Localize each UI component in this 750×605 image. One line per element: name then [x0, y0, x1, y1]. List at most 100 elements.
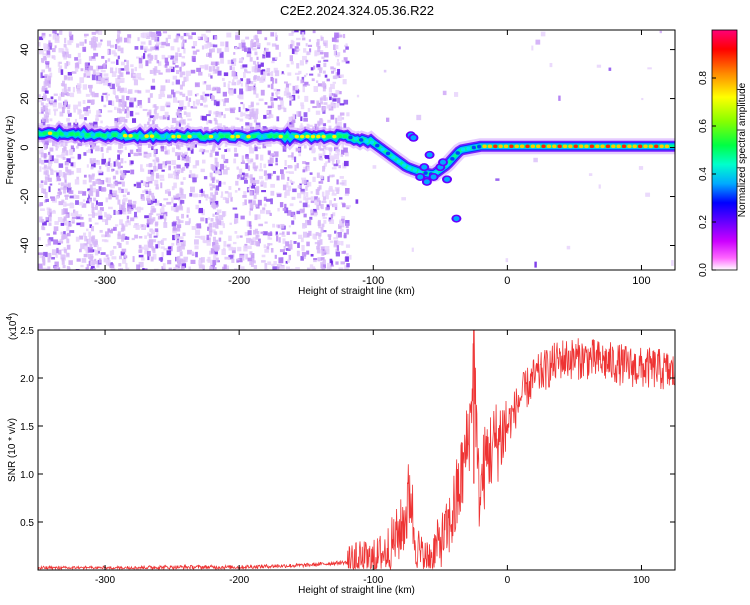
- noise-band-speck: [149, 69, 153, 74]
- noise-speck: [232, 66, 235, 72]
- noise-speck: [122, 199, 126, 206]
- noise-speck: [235, 35, 240, 40]
- noise-band-speck: [255, 191, 259, 195]
- noise-band-speck: [118, 68, 122, 74]
- noise-speck: [133, 152, 139, 157]
- noise-speck: [115, 224, 119, 227]
- noise-speck: [57, 241, 61, 245]
- noise-speck: [270, 83, 274, 90]
- noise-speck: [201, 209, 205, 216]
- noise-speck: [104, 60, 108, 64]
- noise-speck: [272, 223, 275, 228]
- noise-speck: [340, 117, 345, 120]
- noise-speck: [49, 118, 53, 122]
- noise-speck: [135, 105, 138, 108]
- noise-speck: [213, 256, 217, 261]
- noise-band-speck: [249, 57, 253, 62]
- noise-speck: [336, 245, 340, 251]
- noise-speck: [346, 112, 350, 117]
- noise-speck: [228, 80, 231, 84]
- noise-speck: [271, 70, 274, 77]
- noise-speck: [224, 191, 229, 194]
- noise-speck: [266, 246, 270, 250]
- ridge-blob: [305, 134, 310, 139]
- noise-speck: [137, 99, 142, 106]
- noise-speck: [155, 69, 161, 74]
- noise-speck: [146, 195, 151, 199]
- snr-series-line: [38, 330, 675, 570]
- noise-speck: [84, 62, 89, 68]
- noise-speck: [314, 241, 320, 245]
- noise-speck: [173, 173, 177, 180]
- noise-band-speck: [215, 179, 219, 183]
- noise-speck: [96, 43, 101, 48]
- noise-speck: [227, 83, 230, 89]
- noise-speck: [266, 198, 271, 202]
- noise-speck: [71, 216, 77, 219]
- noise-band-speck: [153, 69, 157, 76]
- noise-speck: [79, 235, 84, 240]
- noise-speck: [291, 48, 295, 54]
- noise-speck: [196, 223, 202, 229]
- noise-speck: [95, 200, 98, 205]
- noise-band-speck: [119, 204, 123, 211]
- noise-speck: [204, 64, 209, 71]
- noise-speck: [54, 99, 57, 103]
- noise-speck: [76, 83, 82, 89]
- noise-speck: [333, 163, 338, 167]
- noise-speck: [113, 181, 119, 187]
- noise-speck: [247, 47, 252, 52]
- noise-speck: [60, 187, 65, 190]
- noise-speck: [275, 157, 278, 163]
- noise-speck: [300, 79, 304, 84]
- noise-speck: [186, 209, 190, 214]
- noise-speck: [302, 86, 305, 93]
- ridge-blob: [251, 134, 257, 139]
- noise-speck: [306, 51, 311, 55]
- ridge-blob: [122, 133, 128, 138]
- noise-speck: [146, 222, 150, 228]
- noise-speck: [46, 50, 51, 56]
- noise-speck: [114, 142, 118, 145]
- noise-band-speck: [215, 215, 219, 221]
- noise-band-speck: [47, 266, 51, 270]
- y-tick-label: 2.5: [20, 326, 34, 337]
- noise-speck: [288, 225, 291, 228]
- noise-speck: [162, 31, 168, 34]
- noise-band-speck: [254, 34, 258, 41]
- noise-speck: [328, 236, 332, 240]
- noise-band-speck: [154, 106, 158, 111]
- noise-band-speck: [212, 222, 216, 228]
- noise-speck: [278, 52, 282, 57]
- noise-band-speck: [121, 236, 125, 242]
- noise-band-speck: [68, 221, 72, 228]
- noise-speck: [333, 153, 337, 160]
- noise-speck: [107, 82, 111, 87]
- noise-speck: [228, 235, 232, 242]
- noise-speck: [535, 39, 541, 45]
- noise-speck: [55, 146, 58, 151]
- noise-speck: [138, 236, 143, 239]
- noise-speck: [147, 143, 151, 149]
- noise-speck: [180, 266, 185, 270]
- noise-speck: [73, 209, 76, 214]
- ridge-blob: [654, 144, 659, 149]
- noise-speck: [38, 94, 41, 98]
- noise-speck: [309, 216, 313, 220]
- noise-speck: [124, 118, 128, 123]
- noise-band-speck: [253, 76, 257, 81]
- ridge-blob: [460, 147, 466, 152]
- noise-speck: [61, 248, 67, 251]
- x-tick-label: 100: [633, 575, 650, 586]
- noise-speck: [172, 195, 178, 198]
- noise-speck: [411, 247, 414, 252]
- noise-speck: [154, 179, 159, 186]
- ridge-blob: [246, 134, 251, 139]
- noise-speck: [157, 240, 162, 244]
- y-tick-label: -40: [19, 238, 31, 254]
- noise-speck: [156, 42, 161, 45]
- noise-speck: [164, 189, 169, 194]
- noise-band-speck: [118, 187, 122, 191]
- noise-speck: [48, 151, 51, 155]
